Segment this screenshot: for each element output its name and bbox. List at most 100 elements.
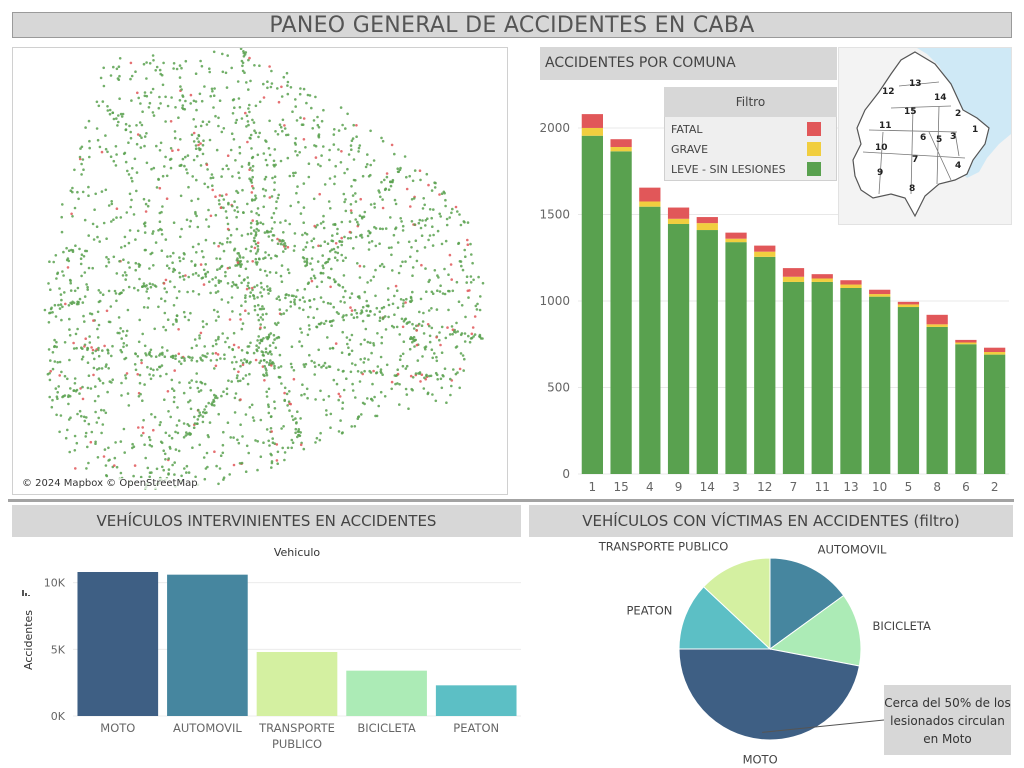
bar-segment[interactable] (696, 217, 718, 224)
accident-point[interactable] (414, 338, 418, 342)
accident-point[interactable] (416, 359, 420, 362)
accident-point[interactable] (217, 281, 221, 284)
accident-point[interactable] (162, 61, 165, 65)
accident-point[interactable] (217, 315, 220, 319)
accident-point[interactable] (145, 284, 148, 287)
accident-point[interactable] (262, 205, 265, 209)
bar-segment[interactable] (984, 352, 1006, 355)
accident-point[interactable] (355, 124, 358, 127)
accident-point[interactable] (342, 274, 346, 277)
accident-point[interactable] (313, 361, 316, 364)
accident-point[interactable] (177, 148, 180, 152)
accident-point[interactable] (265, 312, 268, 316)
accident-point[interactable] (405, 322, 409, 325)
accident-point[interactable] (172, 267, 175, 271)
accident-point[interactable] (148, 475, 151, 479)
accident-point[interactable] (454, 372, 458, 376)
accident-point[interactable] (464, 255, 467, 258)
accident-point[interactable] (421, 355, 424, 358)
accident-point[interactable] (121, 330, 125, 333)
bar-segment[interactable] (840, 288, 862, 474)
accident-point[interactable] (224, 210, 228, 213)
accident-point[interactable] (265, 428, 269, 431)
accident-point[interactable] (219, 279, 223, 283)
accident-point[interactable] (452, 330, 456, 334)
accident-point[interactable] (173, 130, 177, 133)
accident-point[interactable] (190, 133, 194, 137)
accident-point[interactable] (402, 302, 405, 305)
accident-point[interactable] (145, 77, 148, 80)
accident-point[interactable] (269, 415, 273, 419)
accident-point[interactable] (143, 344, 147, 348)
accident-point[interactable] (230, 296, 234, 299)
accident-point[interactable] (441, 292, 445, 295)
accident-point[interactable] (378, 264, 382, 268)
accident-point[interactable] (350, 292, 354, 295)
accident-point[interactable] (308, 94, 312, 97)
accident-point[interactable] (425, 373, 428, 377)
accident-point[interactable] (253, 236, 256, 240)
accident-point[interactable] (393, 152, 396, 156)
accident-point[interactable] (218, 194, 222, 197)
accident-point[interactable] (191, 446, 194, 450)
accident-point[interactable] (197, 242, 200, 246)
accident-point[interactable] (150, 167, 153, 171)
accident-point[interactable] (345, 377, 348, 381)
accident-point[interactable] (343, 200, 346, 204)
accident-point[interactable] (237, 370, 240, 374)
accident-point[interactable] (229, 148, 233, 152)
accident-point[interactable] (175, 424, 179, 427)
accident-point[interactable] (277, 321, 280, 325)
accident-point[interactable] (281, 446, 285, 450)
accident-point[interactable] (222, 127, 226, 130)
bar-segment[interactable] (926, 314, 948, 325)
accident-point[interactable] (136, 355, 140, 358)
accident-point[interactable] (173, 473, 176, 476)
accident-point[interactable] (316, 123, 320, 127)
accident-point[interactable] (233, 411, 237, 414)
accident-point[interactable] (65, 246, 68, 250)
accident-point[interactable] (161, 353, 164, 356)
accident-point[interactable] (166, 255, 169, 258)
accident-point[interactable] (259, 326, 262, 330)
accident-point[interactable] (318, 438, 322, 442)
accident-point[interactable] (283, 386, 287, 390)
accident-point[interactable] (230, 380, 233, 383)
accident-point[interactable] (128, 124, 131, 128)
accident-point[interactable] (311, 246, 315, 249)
accident-point[interactable] (182, 257, 185, 260)
accident-point[interactable] (279, 159, 283, 163)
accident-point[interactable] (302, 87, 306, 91)
accident-point[interactable] (459, 260, 463, 263)
accident-point[interactable] (49, 288, 52, 291)
accident-point[interactable] (192, 131, 196, 135)
accident-point[interactable] (291, 110, 294, 113)
accident-point[interactable] (174, 448, 178, 451)
accident-point[interactable] (413, 223, 417, 226)
accident-point[interactable] (139, 475, 143, 479)
accident-point[interactable] (391, 302, 395, 306)
accident-point[interactable] (88, 146, 91, 150)
accident-point[interactable] (162, 449, 165, 453)
accident-point[interactable] (325, 366, 328, 370)
accident-point[interactable] (129, 61, 133, 65)
accident-point[interactable] (240, 304, 243, 308)
accident-point[interactable] (419, 226, 423, 230)
accident-point[interactable] (415, 259, 419, 263)
accident-point[interactable] (204, 263, 207, 266)
accident-point[interactable] (469, 281, 473, 284)
accident-point[interactable] (236, 191, 240, 194)
accident-point[interactable] (146, 466, 150, 470)
accident-point[interactable] (171, 270, 175, 273)
accident-point[interactable] (286, 156, 290, 160)
accident-point[interactable] (148, 353, 151, 357)
accident-point[interactable] (71, 215, 74, 218)
accident-point[interactable] (110, 381, 113, 384)
accident-point[interactable] (172, 400, 176, 404)
accident-point[interactable] (293, 302, 297, 306)
accident-point[interactable] (299, 443, 303, 447)
accident-point[interactable] (245, 114, 249, 118)
accident-point[interactable] (246, 202, 249, 206)
accident-point[interactable] (323, 183, 327, 186)
accident-point[interactable] (310, 279, 314, 283)
